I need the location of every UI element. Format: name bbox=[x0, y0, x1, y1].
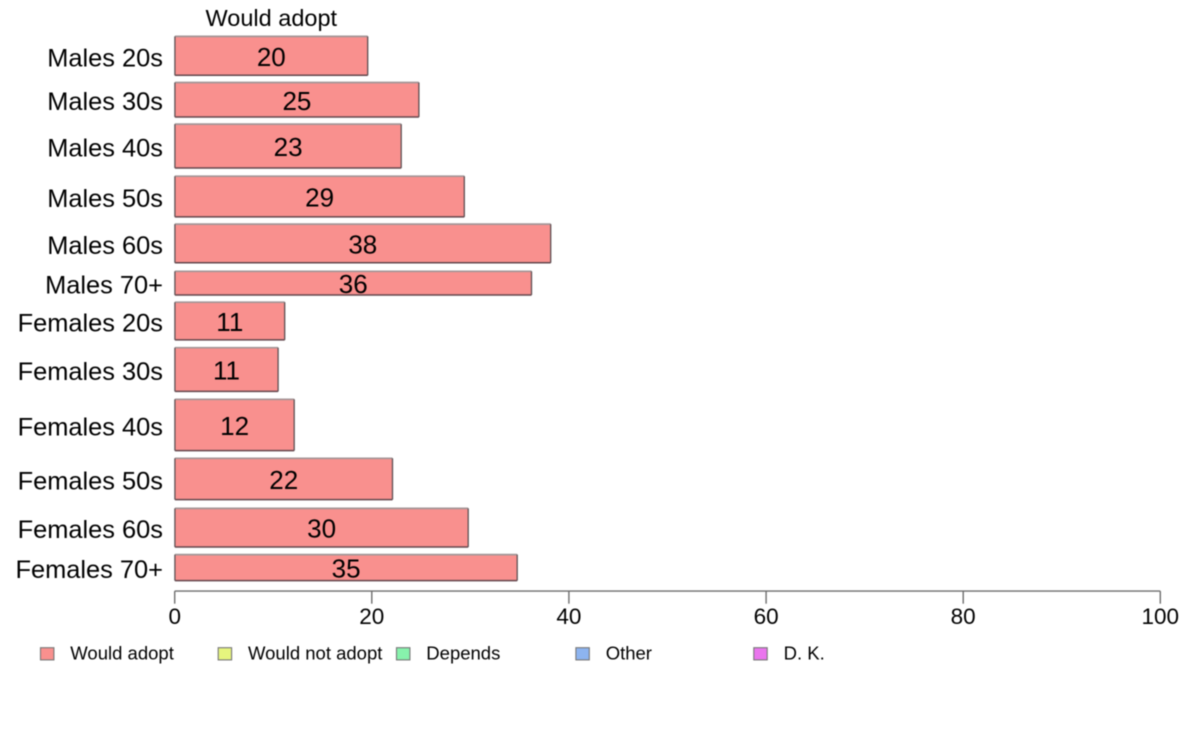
svg-text:29: 29 bbox=[305, 183, 334, 213]
svg-text:Would adopt: Would adopt bbox=[70, 642, 174, 663]
svg-text:Males 20s: Males 20s bbox=[47, 44, 163, 72]
svg-text:60: 60 bbox=[754, 604, 779, 629]
svg-text:25: 25 bbox=[282, 86, 311, 116]
svg-text:Would adopt: Would adopt bbox=[206, 5, 338, 31]
svg-text:Males 50s: Males 50s bbox=[47, 185, 163, 213]
svg-text:Females 60s: Females 60s bbox=[18, 516, 163, 544]
svg-text:11: 11 bbox=[213, 356, 240, 386]
svg-text:Males 60s: Males 60s bbox=[47, 232, 163, 260]
svg-text:22: 22 bbox=[269, 465, 298, 495]
svg-text:Females 20s: Females 20s bbox=[18, 310, 163, 338]
svg-text:Males 30s: Males 30s bbox=[47, 88, 163, 116]
svg-text:0: 0 bbox=[168, 604, 181, 629]
svg-text:38: 38 bbox=[348, 229, 377, 259]
svg-text:20: 20 bbox=[359, 604, 384, 629]
svg-text:20: 20 bbox=[257, 42, 286, 72]
svg-text:Would not adopt: Would not adopt bbox=[248, 642, 382, 663]
svg-text:36: 36 bbox=[339, 269, 368, 299]
svg-text:11: 11 bbox=[216, 307, 243, 337]
svg-text:Females 30s: Females 30s bbox=[18, 358, 163, 386]
svg-text:Depends: Depends bbox=[426, 642, 500, 663]
svg-text:Males 40s: Males 40s bbox=[47, 135, 163, 163]
svg-text:100: 100 bbox=[1142, 604, 1180, 629]
svg-text:D. K.: D. K. bbox=[784, 642, 825, 663]
svg-text:Females 50s: Females 50s bbox=[18, 468, 163, 496]
svg-text:Females 40s: Females 40s bbox=[18, 414, 163, 442]
svg-text:Females 70+: Females 70+ bbox=[16, 556, 163, 584]
svg-text:23: 23 bbox=[274, 132, 303, 162]
svg-text:Males 70+: Males 70+ bbox=[45, 272, 163, 300]
svg-text:80: 80 bbox=[951, 604, 976, 629]
svg-text:35: 35 bbox=[332, 554, 361, 584]
svg-text:40: 40 bbox=[556, 604, 581, 629]
svg-text:12: 12 bbox=[220, 411, 249, 441]
svg-text:Other: Other bbox=[606, 642, 652, 663]
svg-text:30: 30 bbox=[307, 514, 336, 544]
